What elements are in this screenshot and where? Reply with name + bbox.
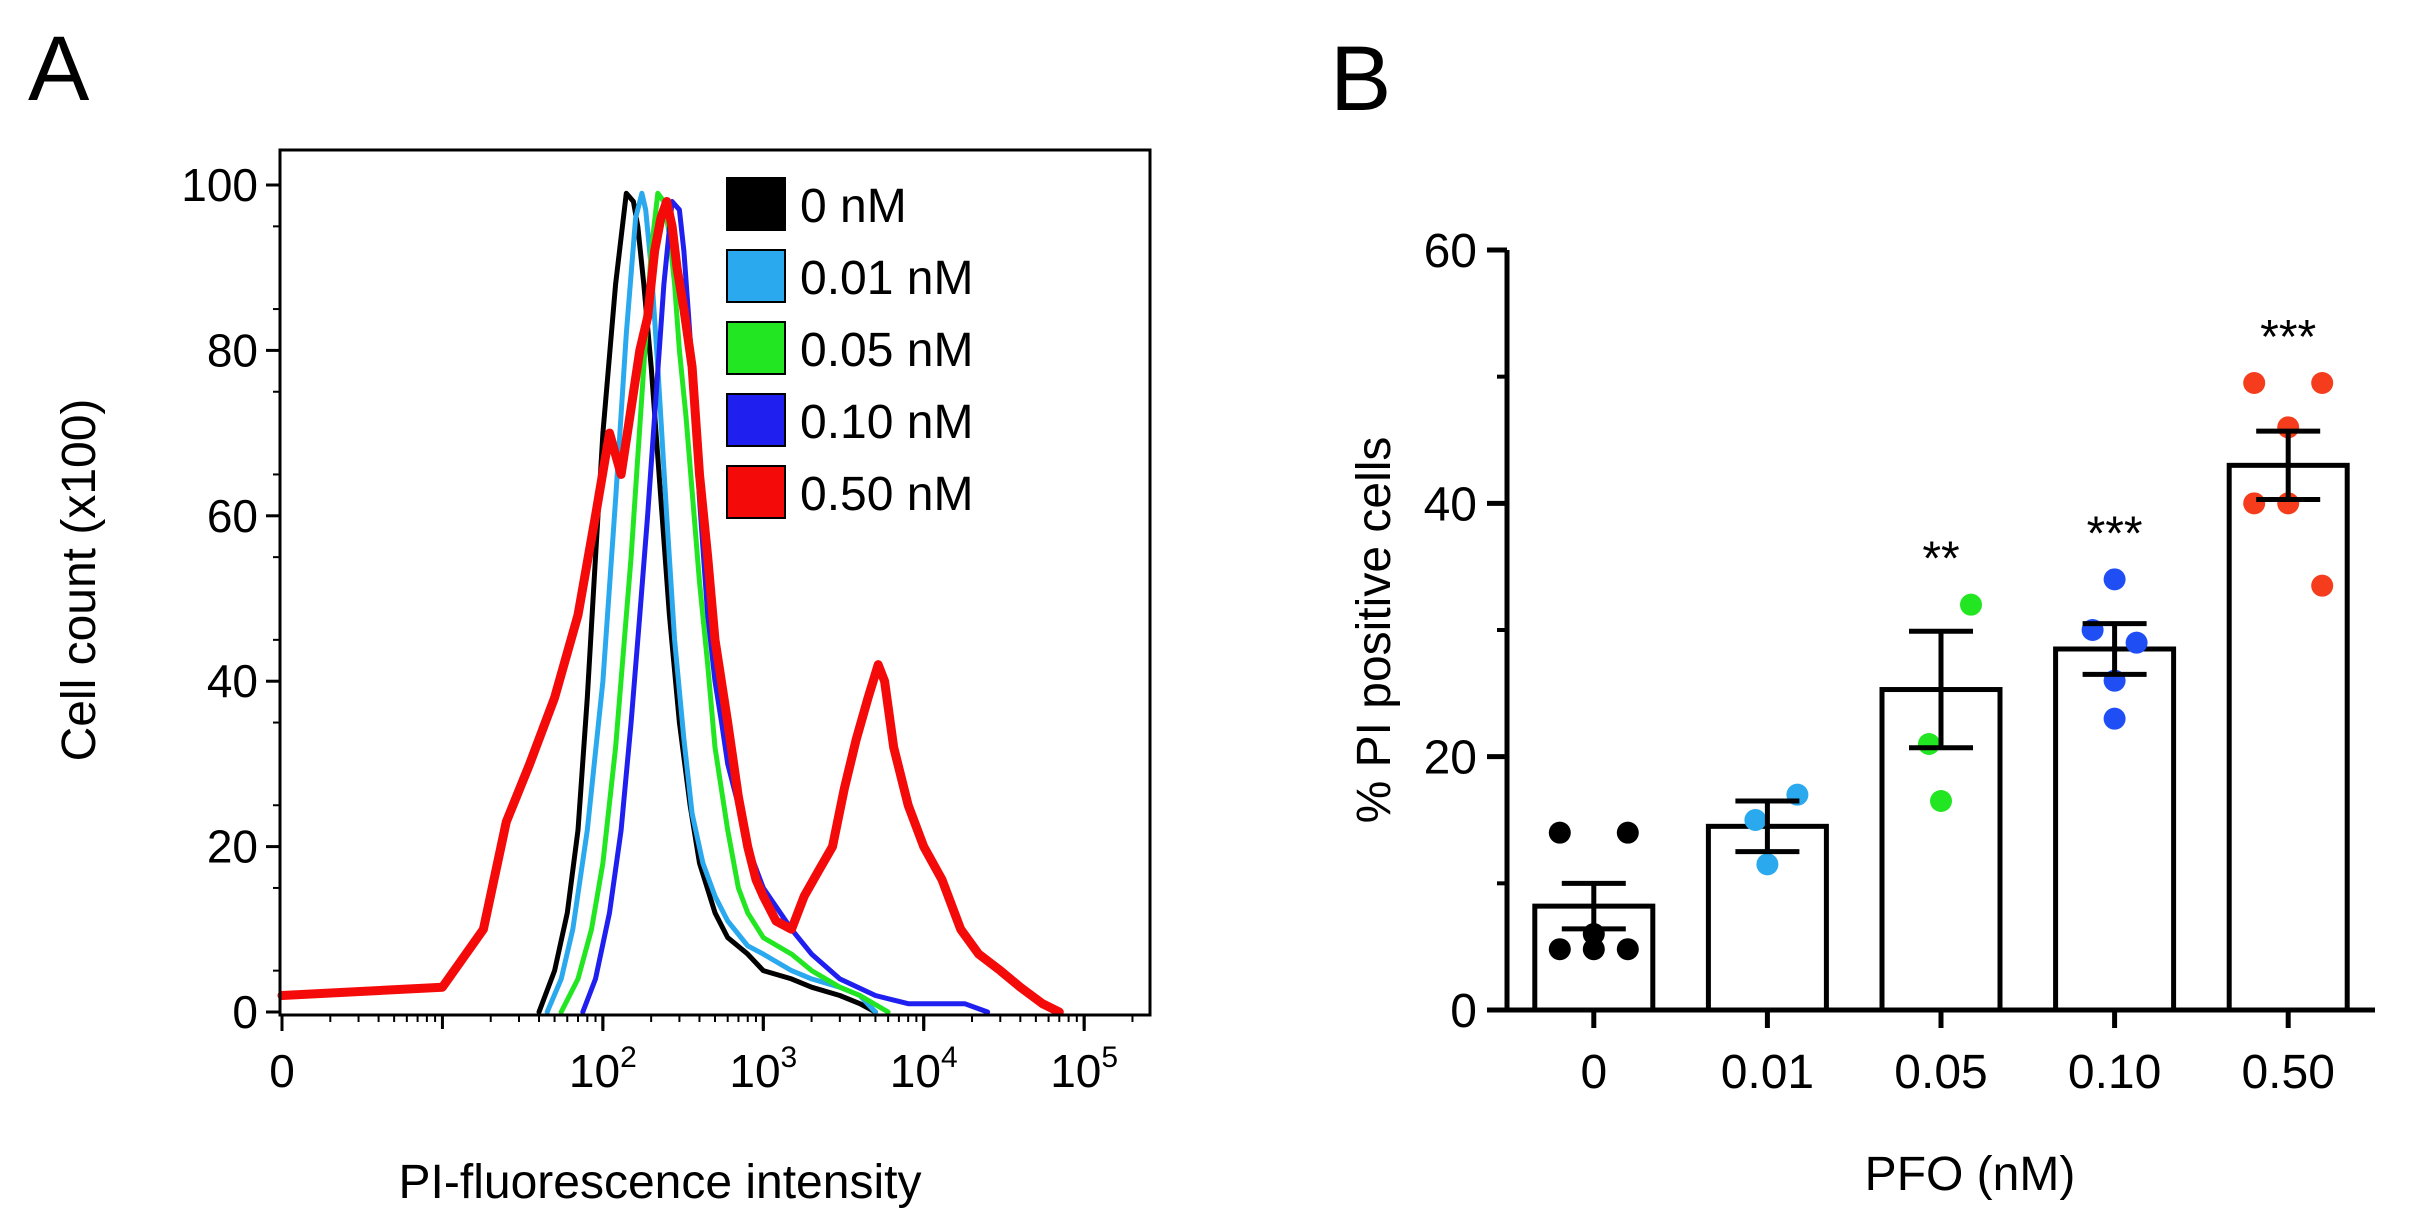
bar-chart-points	[1548, 372, 2334, 961]
histogram-ytick-label-4: 80	[207, 324, 258, 376]
histogram-ytick-label-5: 100	[181, 159, 258, 211]
histogram-panel: 0 20 40 60 80 100 0 102 103 104 105 0 nM 0.01 nM 0.…	[53, 148, 1152, 1209]
histogram-ylabel: Cell count (x100)	[53, 399, 106, 762]
legend-swatch-3	[726, 393, 786, 447]
histogram-ytick-label-2: 40	[207, 655, 258, 707]
bar-chart-y-axis: 0 20 40 60	[1424, 225, 1510, 1038]
data-point-0-4	[1582, 938, 1605, 961]
data-point-2-2	[1930, 790, 1952, 812]
data-point-0-3	[1548, 938, 1571, 961]
histogram-curves	[277, 190, 1064, 1017]
bar-chart-xlabel: PFO (nM)	[1865, 1148, 2076, 1201]
legend-label-4: 0.50 nM	[800, 468, 973, 521]
significance-4: ***	[2260, 311, 2316, 364]
histogram-curve-series-2	[558, 190, 891, 1015]
histogram-y-axis: 0 20 40 60 80 100	[181, 159, 280, 1038]
histogram-curve-series-0	[536, 190, 878, 1015]
data-point-0-5	[1616, 938, 1639, 961]
histogram-xtick-label-2: 103	[729, 1041, 797, 1097]
data-point-4-3	[2243, 492, 2266, 515]
legend-label-1: 0.01 nM	[800, 252, 973, 305]
bar-4	[2226, 462, 2350, 1013]
histogram-xtick-label-3: 104	[890, 1041, 958, 1097]
legend-label-2: 0.05 nM	[800, 324, 973, 377]
histogram-frame	[278, 148, 1152, 1017]
data-point-0-0	[1548, 821, 1571, 844]
data-point-0-1	[1616, 821, 1639, 844]
bar-xtick-label-0: 0	[1580, 1046, 1607, 1099]
bar-xtick-label-2: 0.05	[1894, 1046, 1987, 1099]
data-point-4-0	[2243, 372, 2266, 394]
panel-label-a: A	[28, 18, 90, 120]
histogram-xlabel: PI-fluorescence intensity	[399, 1156, 922, 1209]
significance-2: **	[1922, 533, 1959, 586]
histogram-xtick-label-1: 102	[569, 1041, 637, 1097]
legend-label-0: 0 nM	[800, 180, 907, 233]
panel-label-b: B	[1330, 28, 1391, 130]
bar-chart-significance: ** ******	[1922, 311, 2316, 586]
data-point-1-2	[1756, 853, 1779, 876]
bar-3	[2053, 646, 2177, 1013]
data-point-4-5	[2311, 574, 2334, 597]
bar-ytick-label-3: 60	[1424, 225, 1477, 278]
significance-3: ***	[2087, 507, 2143, 560]
data-point-2-0	[1960, 593, 1982, 616]
histogram-xtick-label-4: 105	[1050, 1041, 1118, 1097]
data-point-3-4	[2103, 707, 2126, 730]
bar-chart-x-axis: 0 0.01 0.05 0.10 0.50	[1507, 1007, 2375, 1099]
data-point-2-1	[1918, 733, 1940, 755]
histogram-ytick-label-0: 0	[232, 986, 258, 1038]
data-point-3-2	[2125, 631, 2148, 654]
histogram-legend: 0 nM 0.01 nM 0.05 nM 0.10 nM 0.50 nM	[726, 177, 973, 521]
histogram-xtick-label-0: 0	[269, 1045, 295, 1097]
bar-xtick-label-3: 0.10	[2068, 1046, 2161, 1099]
legend-label-3: 0.10 nM	[800, 396, 973, 449]
legend-swatch-2	[726, 321, 786, 375]
legend-swatch-0	[726, 177, 786, 231]
histogram-ytick-label-1: 20	[207, 821, 258, 873]
legend-swatch-1	[726, 249, 786, 303]
legend-swatch-4	[726, 465, 786, 519]
histogram-curve-series-1	[544, 190, 878, 1015]
data-point-1-1	[1744, 809, 1767, 831]
data-point-4-1	[2311, 372, 2334, 394]
bar-xtick-label-1: 0.01	[1721, 1046, 1814, 1099]
bar-ytick-label-2: 40	[1424, 478, 1477, 531]
histogram-x-axis: 0 102 103 104 105	[269, 1015, 1134, 1097]
bar-ytick-label-1: 20	[1424, 732, 1477, 785]
bar-chart-ylabel: % PI positive cells	[1348, 437, 1401, 824]
histogram-curve-series-4	[277, 197, 1064, 1017]
bar-chart-error-bars	[1561, 428, 2321, 932]
bar-ytick-label-0: 0	[1450, 985, 1477, 1038]
histogram-ytick-label-3: 60	[207, 490, 258, 542]
data-point-3-0	[2103, 568, 2126, 591]
bar-xtick-label-4: 0.50	[2241, 1046, 2334, 1099]
